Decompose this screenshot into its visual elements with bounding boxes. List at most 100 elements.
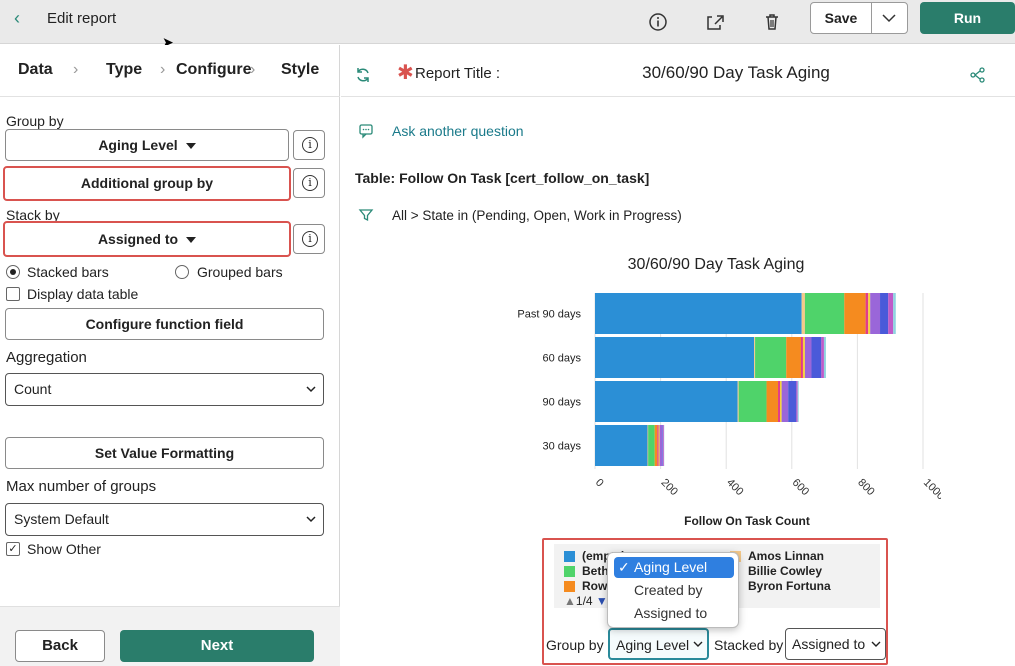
trash-icon[interactable] — [761, 11, 783, 33]
chevron-down-icon[interactable] — [879, 8, 899, 28]
configure-function-field-button[interactable]: Configure function field — [5, 308, 324, 340]
legend-swatch — [564, 551, 575, 562]
bar-segment — [801, 293, 805, 334]
show-other-checkbox[interactable]: ✓ — [6, 542, 20, 556]
grouped-bars-radio[interactable] — [175, 265, 189, 279]
group-by-select-value: Aging Level — [616, 637, 690, 653]
back-chevron-icon[interactable]: ‹ — [14, 8, 20, 28]
bar-segment — [595, 425, 648, 466]
legend-item[interactable]: Rowe — [582, 579, 615, 593]
stack-by-info-button[interactable]: i — [293, 224, 325, 254]
step-nav: Data › Type › Configure › Style — [0, 45, 340, 97]
bar-segment — [811, 337, 822, 378]
report-preview: ✱ Report Title : 30/60/90 Day Task Aging… — [341, 45, 1015, 666]
bar-segment — [893, 293, 896, 334]
save-button-label: Save — [824, 10, 858, 26]
back-button[interactable]: Back — [15, 630, 105, 662]
dropdown-option-created-by[interactable]: Created by — [614, 580, 734, 601]
next-button[interactable]: Next — [120, 630, 314, 662]
chevron-down-icon — [306, 516, 316, 523]
dropdown-option-label: Assigned to — [634, 605, 708, 621]
bar-chart: 0 200 400 600 800 1000 Past 90 days 60 days 90 d… — [517, 293, 941, 528]
mouse-cursor-icon: ➤ — [162, 34, 174, 50]
bar-segment — [595, 337, 755, 378]
pager-down-icon[interactable]: ▼ — [595, 594, 608, 608]
group-by-select[interactable]: Aging Level — [608, 628, 709, 660]
top-bar: ‹ Edit report ➤ Save Run — [0, 0, 1015, 50]
table-name: Table: Follow On Task [cert_follow_on_ta… — [355, 170, 650, 186]
chat-icon — [359, 124, 373, 139]
required-star-icon: ✱ — [397, 62, 414, 84]
checkmark-icon: ✓ — [618, 559, 630, 575]
stack-by-button[interactable]: Assigned to — [3, 221, 291, 257]
display-data-table-checkbox[interactable] — [6, 287, 20, 301]
report-title-label: Report Title : — [415, 65, 501, 82]
dropdown-option-aging-level[interactable]: ✓ Aging Level — [614, 557, 734, 578]
ask-another-question-link[interactable]: Ask another question — [392, 123, 524, 139]
save-divider — [871, 3, 872, 33]
bar-segment — [870, 293, 881, 334]
save-button[interactable]: Save — [810, 2, 908, 34]
page-title: Edit report — [47, 10, 117, 27]
max-groups-value: System Default — [14, 511, 109, 527]
dropdown-option-assigned-to[interactable]: Assigned to — [614, 603, 734, 624]
step-type[interactable]: Type — [106, 61, 143, 78]
legend-item[interactable]: Billie Cowley — [748, 564, 823, 578]
bar-segment — [788, 381, 797, 422]
x-tick-label: 0 — [593, 477, 606, 490]
x-axis-label: Follow On Task Count — [684, 514, 810, 528]
step-style[interactable]: Style — [281, 61, 320, 78]
max-groups-select[interactable]: System Default — [5, 503, 324, 536]
group-by-button[interactable]: Aging Level — [5, 129, 289, 161]
x-tick-label: 1000 — [921, 477, 941, 503]
x-tick-label: 200 — [658, 477, 679, 498]
info-icon: i — [302, 175, 318, 191]
report-title-value[interactable]: 30/60/90 Day Task Aging — [642, 63, 830, 82]
step-configure[interactable]: Configure — [176, 61, 252, 78]
bar-segment — [781, 381, 789, 422]
additional-group-by-info-button[interactable]: i — [293, 168, 325, 198]
stack-by-value: Assigned to — [97, 231, 179, 247]
y-category-label: Past 90 days — [517, 309, 581, 321]
legend-item[interactable]: Amos Linnan — [748, 549, 825, 563]
additional-group-by-button[interactable]: Additional group by — [3, 166, 291, 201]
stacked-by-label: Stacked by — [714, 637, 784, 653]
share-icon[interactable] — [704, 11, 726, 33]
bar-segment — [595, 293, 802, 334]
bar-segment — [754, 337, 756, 378]
flow-icon[interactable] — [970, 67, 986, 83]
stacked-by-select[interactable]: Assigned to — [785, 628, 886, 660]
legend-item[interactable]: Byron Fortuna — [748, 579, 831, 593]
aggregation-select[interactable]: Count — [5, 373, 324, 406]
group-by-label: Group by — [546, 637, 604, 653]
bar-segment — [659, 425, 663, 466]
bar-segment — [738, 381, 767, 422]
config-panel: Data › Type › Configure › Style Group by… — [0, 45, 340, 666]
bar-segment — [654, 425, 658, 466]
chevron-down-icon — [306, 386, 316, 393]
legend-pager: ▲1/4 ▼ — [564, 594, 608, 608]
pager-up-icon[interactable]: ▲ — [564, 594, 576, 608]
dropdown-option-label: Aging Level — [634, 559, 708, 575]
bar-segment — [868, 293, 871, 334]
legend-item[interactable]: Beth — [582, 564, 609, 578]
bar-segment — [779, 381, 782, 422]
stacked-bars-radio[interactable] — [6, 265, 20, 279]
info-icon[interactable] — [647, 11, 669, 33]
filter-icon[interactable] — [358, 207, 374, 223]
group-by-info-button[interactable]: i — [293, 130, 325, 160]
run-button[interactable]: Run — [920, 2, 1015, 34]
step-data[interactable]: Data — [18, 61, 53, 78]
group-by-label: Group by — [6, 113, 64, 129]
bar-segment — [880, 293, 889, 334]
y-category-label: 60 days — [542, 353, 581, 365]
bar-segment — [823, 337, 826, 378]
set-value-formatting-button[interactable]: Set Value Formatting — [5, 437, 324, 469]
aggregation-label: Aggregation — [6, 349, 87, 366]
aggregation-value: Count — [14, 381, 52, 397]
info-icon: i — [302, 137, 318, 153]
show-other-label: Show Other — [27, 541, 101, 557]
refresh-icon[interactable] — [354, 66, 372, 84]
panel-footer: Back Next — [0, 606, 340, 666]
x-tick-label: 400 — [724, 477, 745, 498]
